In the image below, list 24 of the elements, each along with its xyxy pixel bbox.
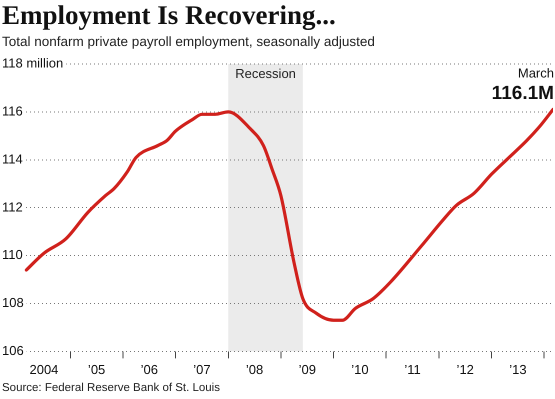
x-tick-label: ’05 <box>88 362 106 377</box>
y-tick-label: 114 <box>2 151 23 166</box>
x-tick-label: ’07 <box>193 362 211 377</box>
y-tick-label: 118 million <box>2 56 64 71</box>
line-series <box>24 108 553 322</box>
x-tick-label: ’09 <box>298 362 316 377</box>
source-note: Source: Federal Reserve Bank of St. Louis <box>2 382 220 394</box>
x-tick-label: ’06 <box>140 362 158 377</box>
x-tick-label: 2004 <box>29 362 58 377</box>
x-tick-label: ’11 <box>404 362 421 377</box>
band-label: Recession <box>235 66 296 82</box>
annotation: March <box>518 66 554 81</box>
y-tick-label: 110 <box>2 247 23 262</box>
annotation: 116.1M <box>492 83 554 104</box>
y-tick-label: 116 <box>2 103 23 118</box>
y-tick-label: 106 <box>2 342 24 358</box>
y-tick-label: 108 <box>2 295 24 310</box>
chart-title: Employment Is Recovering... <box>2 0 336 31</box>
x-tick-label: ’10 <box>351 362 369 377</box>
x-tick-label: ’08 <box>246 362 264 377</box>
x-tick-label: ’13 <box>509 362 527 377</box>
x-tick-label: ’12 <box>456 362 474 377</box>
chart-subtitle: Total nonfarm private payroll employment, seasonally adjusted <box>2 34 375 49</box>
y-tick-label: 112 <box>2 199 23 214</box>
